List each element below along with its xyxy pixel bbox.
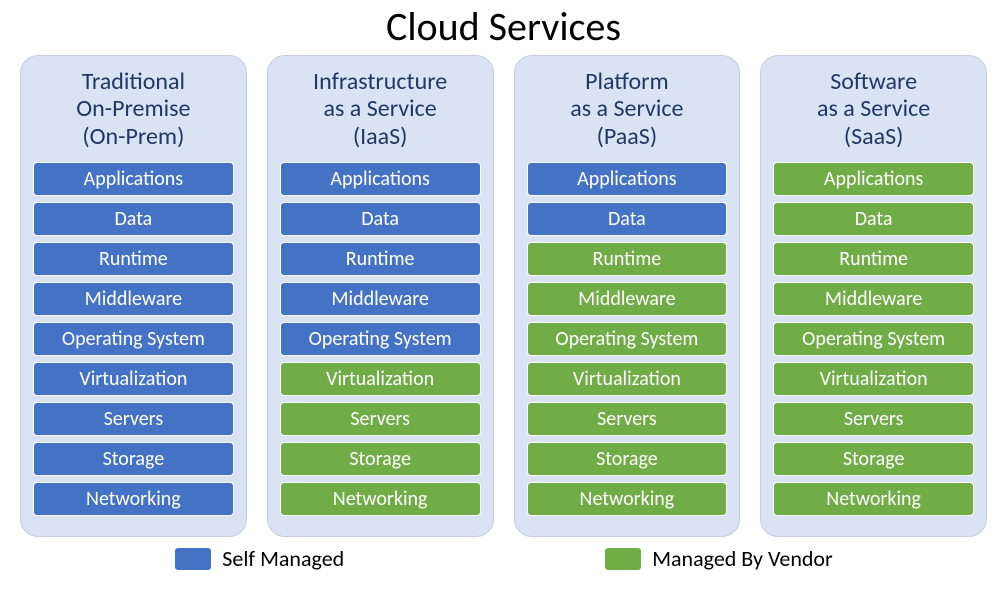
legend-swatch-self	[174, 547, 212, 571]
layer-cell: Data	[527, 202, 728, 236]
header-line: as a Service	[527, 95, 728, 123]
layer-cell: Applications	[33, 162, 234, 196]
layer-cell: Networking	[527, 482, 728, 516]
layer-cell: Middleware	[773, 282, 974, 316]
legend-swatch-vendor	[604, 547, 642, 571]
columns-container: Traditional On-Premise (On-Prem) Applica…	[0, 55, 1007, 537]
header-line: (IaaS)	[280, 123, 481, 151]
column-saas: Software as a Service (SaaS) Application…	[760, 55, 987, 537]
header-line: On-Premise	[33, 95, 234, 123]
layer-cell: Virtualization	[527, 362, 728, 396]
layer-cell: Data	[33, 202, 234, 236]
layer-cell: Networking	[773, 482, 974, 516]
column-iaas: Infrastructure as a Service (IaaS) Appli…	[267, 55, 494, 537]
layer-cell: Runtime	[527, 242, 728, 276]
legend-vendor: Managed By Vendor	[604, 545, 833, 572]
column-header: Infrastructure as a Service (IaaS)	[280, 66, 481, 152]
column-header: Software as a Service (SaaS)	[773, 66, 974, 152]
layer-cell: Applications	[527, 162, 728, 196]
header-line: Software	[773, 68, 974, 96]
layer-cell: Virtualization	[33, 362, 234, 396]
layer-cell: Virtualization	[773, 362, 974, 396]
layer-cell: Applications	[773, 162, 974, 196]
header-line: as a Service	[773, 95, 974, 123]
layer-cell: Middleware	[33, 282, 234, 316]
layer-cell: Data	[280, 202, 481, 236]
column-onprem: Traditional On-Premise (On-Prem) Applica…	[20, 55, 247, 537]
column-header: Platform as a Service (PaaS)	[527, 66, 728, 152]
layer-cell: Servers	[280, 402, 481, 436]
layer-cell: Operating System	[773, 322, 974, 356]
layer-cell: Networking	[33, 482, 234, 516]
layer-cell: Storage	[773, 442, 974, 476]
column-header: Traditional On-Premise (On-Prem)	[33, 66, 234, 152]
header-line: (PaaS)	[527, 123, 728, 151]
header-line: Traditional	[33, 68, 234, 96]
legend-label: Managed By Vendor	[652, 545, 833, 572]
layer-cell: Runtime	[33, 242, 234, 276]
layer-cell: Applications	[280, 162, 481, 196]
layer-cell: Networking	[280, 482, 481, 516]
layer-cell: Storage	[33, 442, 234, 476]
layer-cell: Servers	[527, 402, 728, 436]
layer-cell: Runtime	[773, 242, 974, 276]
header-line: (SaaS)	[773, 123, 974, 151]
layer-cell: Middleware	[527, 282, 728, 316]
column-paas: Platform as a Service (PaaS) Application…	[514, 55, 741, 537]
header-line: Infrastructure	[280, 68, 481, 96]
layer-cell: Runtime	[280, 242, 481, 276]
legend-label: Self Managed	[222, 545, 344, 572]
header-line: Platform	[527, 68, 728, 96]
header-line: (On-Prem)	[33, 123, 234, 151]
header-line: as a Service	[280, 95, 481, 123]
legend: Self Managed Managed By Vendor	[0, 545, 1007, 572]
page-title: Cloud Services	[0, 0, 1007, 55]
layer-cell: Storage	[280, 442, 481, 476]
layer-cell: Storage	[527, 442, 728, 476]
layer-cell: Operating System	[280, 322, 481, 356]
layer-cell: Servers	[33, 402, 234, 436]
layer-cell: Middleware	[280, 282, 481, 316]
layer-cell: Operating System	[33, 322, 234, 356]
layer-cell: Operating System	[527, 322, 728, 356]
layer-cell: Servers	[773, 402, 974, 436]
legend-self: Self Managed	[174, 545, 344, 572]
layer-cell: Data	[773, 202, 974, 236]
layer-cell: Virtualization	[280, 362, 481, 396]
